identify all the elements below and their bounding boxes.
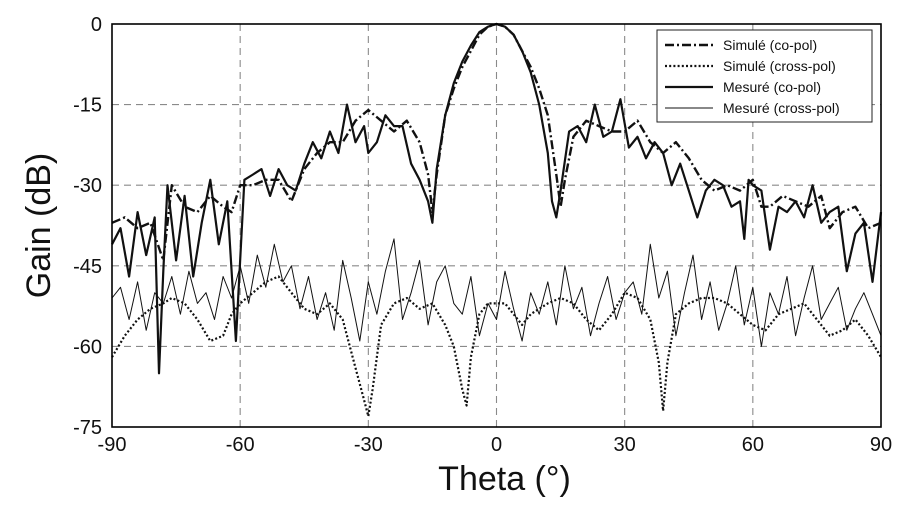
x-tick-label: -60 bbox=[226, 434, 255, 456]
x-tick-label: -90 bbox=[98, 434, 127, 456]
legend-label-simule-co-pol: Simulé (co-pol) bbox=[723, 37, 817, 53]
y-tick-label: -75 bbox=[73, 417, 102, 439]
series-line-2 bbox=[111, 275, 882, 418]
y-tick-label: -15 bbox=[73, 95, 102, 117]
y-tick-label: 0 bbox=[91, 14, 102, 36]
legend-label-mesure-co-pol: Mesuré (co-pol) bbox=[723, 79, 821, 95]
y-tick-label: -30 bbox=[73, 175, 102, 197]
x-tick-label: 0 bbox=[491, 434, 502, 456]
y-tick-label: -45 bbox=[73, 256, 102, 278]
series-line-4 bbox=[111, 238, 882, 347]
x-tick-label: 60 bbox=[742, 434, 764, 456]
y-axis-title: Gain (dB) bbox=[20, 153, 58, 299]
x-axis-title: Theta (°) bbox=[438, 460, 571, 498]
plot-frame bbox=[111, 23, 882, 428]
tick-layer: -90 -60 -30 0 30 60 90 0 -15 -30 -45 -60 -75 bbox=[73, 14, 892, 456]
x-tick-label: 30 bbox=[614, 434, 636, 456]
legend-label-mesure-cross-pol: Mesuré (cross-pol) bbox=[723, 100, 840, 116]
legend-label-simule-cross-pol: Simulé (cross-pol) bbox=[723, 58, 836, 74]
y-tick-label: -60 bbox=[73, 336, 102, 358]
legend: Simulé (co-pol) Simulé (cross-pol) Mesur… bbox=[656, 29, 873, 123]
x-tick-label: -30 bbox=[354, 434, 383, 456]
x-tick-label: 90 bbox=[870, 434, 892, 456]
legend-box bbox=[656, 29, 873, 123]
